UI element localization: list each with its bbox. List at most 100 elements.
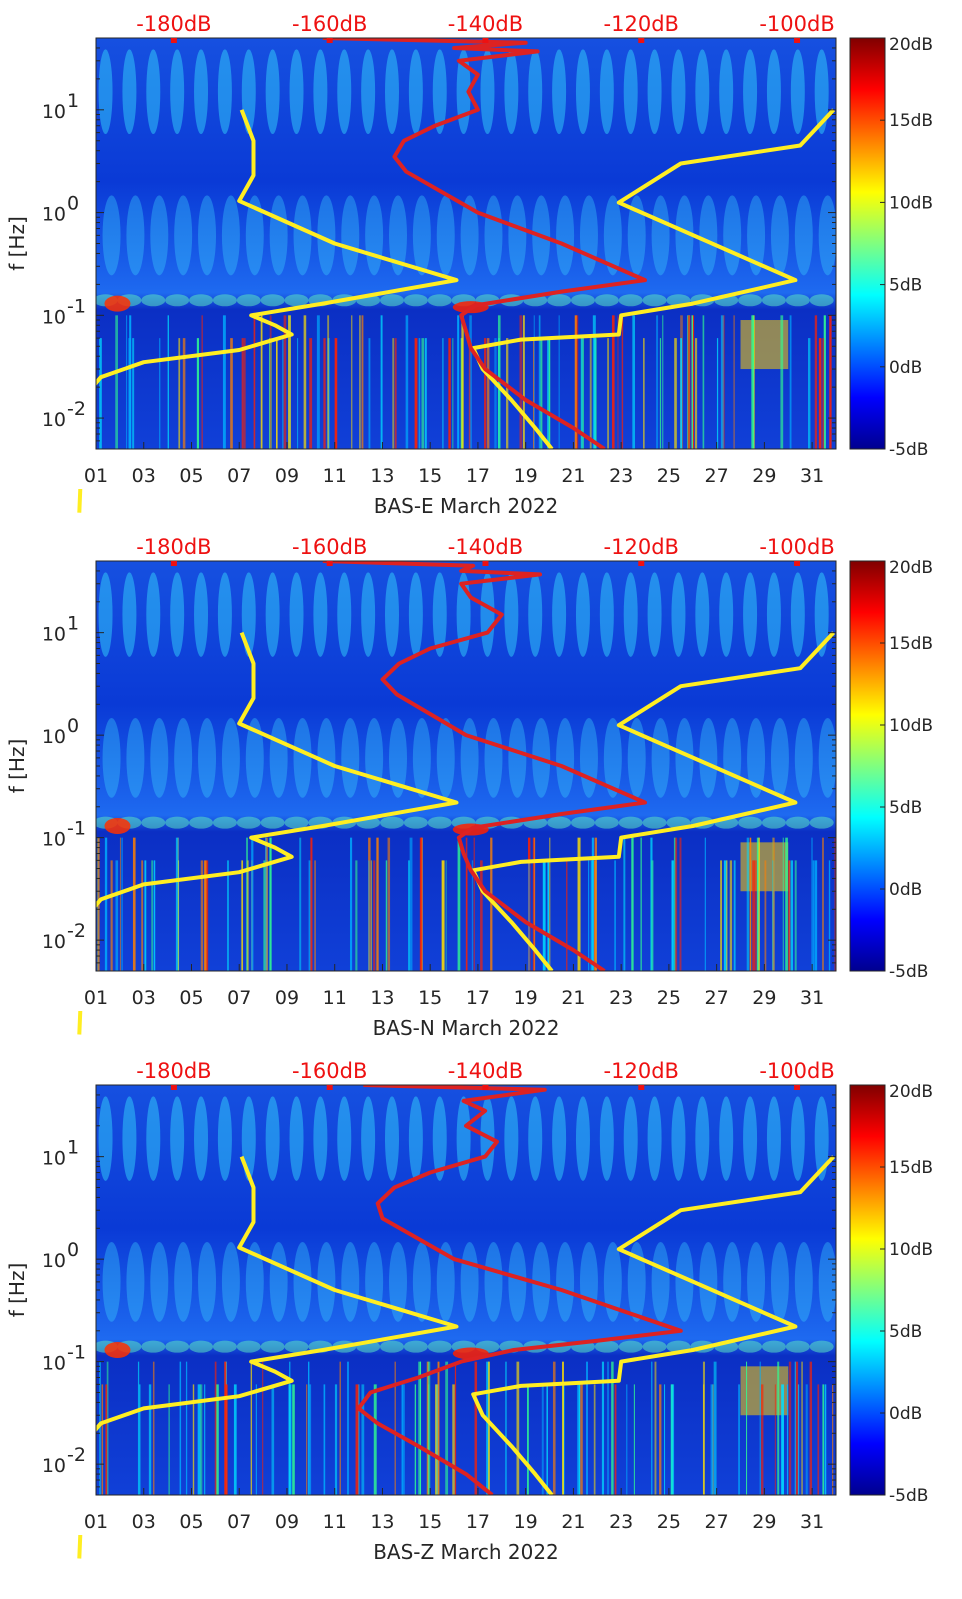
streak <box>756 837 759 971</box>
streak <box>576 1384 579 1495</box>
colorbar <box>849 560 886 972</box>
db-tick-label: -100dB <box>759 535 834 559</box>
colorbar-tick-label: 15dB <box>889 111 933 131</box>
series-line-1 <box>471 1155 836 1497</box>
streak <box>445 860 447 971</box>
streak <box>777 1361 780 1495</box>
streak <box>752 860 755 971</box>
streak <box>265 837 267 971</box>
streak <box>452 1384 455 1495</box>
x-tick-label: 09 <box>275 1511 299 1533</box>
streak <box>809 1361 813 1495</box>
x-tick-label: 11 <box>323 987 347 1009</box>
x-tick-label: 01 <box>84 987 108 1009</box>
activity-band <box>818 718 837 798</box>
streak <box>590 860 594 971</box>
x-tick-label: 05 <box>179 465 203 487</box>
streak <box>751 315 753 449</box>
activity-band <box>189 294 214 307</box>
x-tick-label: 09 <box>275 465 299 487</box>
x-tick-label: 19 <box>514 1511 538 1533</box>
streak <box>723 860 727 971</box>
streak <box>418 338 421 449</box>
db-tick-mark <box>482 1085 489 1090</box>
streak <box>115 315 118 449</box>
streak <box>659 1384 662 1495</box>
colorbar-tick-label: 5dB <box>889 276 922 296</box>
series-line-2 <box>322 36 647 451</box>
streak <box>772 837 775 971</box>
activity-band <box>456 1096 471 1181</box>
activity-band <box>594 1340 619 1353</box>
streak <box>611 1361 614 1495</box>
streak <box>621 315 624 449</box>
streak <box>580 1384 584 1495</box>
activity-band <box>647 49 662 135</box>
db-tick-label: -140dB <box>448 1059 523 1083</box>
y-tick-label: 10 <box>42 726 66 748</box>
colorbar-tick-label: 20dB <box>889 558 933 578</box>
activity-band <box>389 1242 407 1322</box>
activity-band <box>790 572 805 657</box>
y-tick-exponent: 1 <box>67 613 79 635</box>
activity-band <box>212 294 237 307</box>
streak <box>490 837 493 971</box>
streak <box>533 315 535 449</box>
x-tick-label: 27 <box>705 1511 729 1533</box>
db-tick-label: -180dB <box>136 12 211 36</box>
activity-band <box>794 195 813 276</box>
streak <box>308 1361 310 1495</box>
streak <box>121 837 123 971</box>
activity-band <box>289 572 304 657</box>
streak <box>795 1361 799 1495</box>
activity-band <box>556 1242 575 1322</box>
streak <box>204 1384 206 1495</box>
activity-band <box>194 572 209 657</box>
streak <box>314 860 316 971</box>
activity-band <box>126 1242 145 1322</box>
activity-band <box>380 816 404 829</box>
activity-band <box>627 718 646 798</box>
activity-band <box>146 572 161 657</box>
streak <box>516 1361 520 1495</box>
streak <box>623 837 626 971</box>
streak <box>205 860 209 971</box>
streak <box>392 338 395 449</box>
hotspot <box>104 817 131 834</box>
streak <box>373 1384 377 1495</box>
streak <box>414 1384 417 1495</box>
db-tick-mark <box>326 38 333 43</box>
activity-band <box>341 195 360 276</box>
x-tick-label: 15 <box>418 987 442 1009</box>
x-tick-label: 19 <box>514 987 538 1009</box>
streak <box>694 338 698 449</box>
activity-band <box>236 294 261 307</box>
streak <box>167 315 169 449</box>
x-tick-label: 23 <box>609 1511 633 1533</box>
y-tick-exponent: -1 <box>67 1342 86 1364</box>
activity-band <box>293 718 312 798</box>
activity-band <box>194 1096 209 1181</box>
streak <box>834 837 836 971</box>
streak <box>139 1384 141 1495</box>
activity-band <box>341 1242 360 1322</box>
streak <box>141 860 144 971</box>
colorbar-tick-label: -5dB <box>889 962 928 982</box>
streak <box>675 837 678 971</box>
streak <box>466 860 468 971</box>
db-tick-label: -180dB <box>136 1059 211 1083</box>
activity-band <box>642 816 667 829</box>
activity-band <box>221 195 240 276</box>
streak <box>679 837 682 971</box>
activity-band <box>269 1242 288 1322</box>
activity-band <box>790 49 805 135</box>
colorbar <box>849 37 886 450</box>
streak <box>361 1384 365 1495</box>
activity-band <box>675 718 694 798</box>
streak <box>394 338 397 449</box>
activity-band <box>317 195 336 276</box>
streak <box>361 315 364 449</box>
activity-band <box>484 718 503 798</box>
db-tick-label: -120dB <box>604 1059 679 1083</box>
streak <box>132 837 136 971</box>
